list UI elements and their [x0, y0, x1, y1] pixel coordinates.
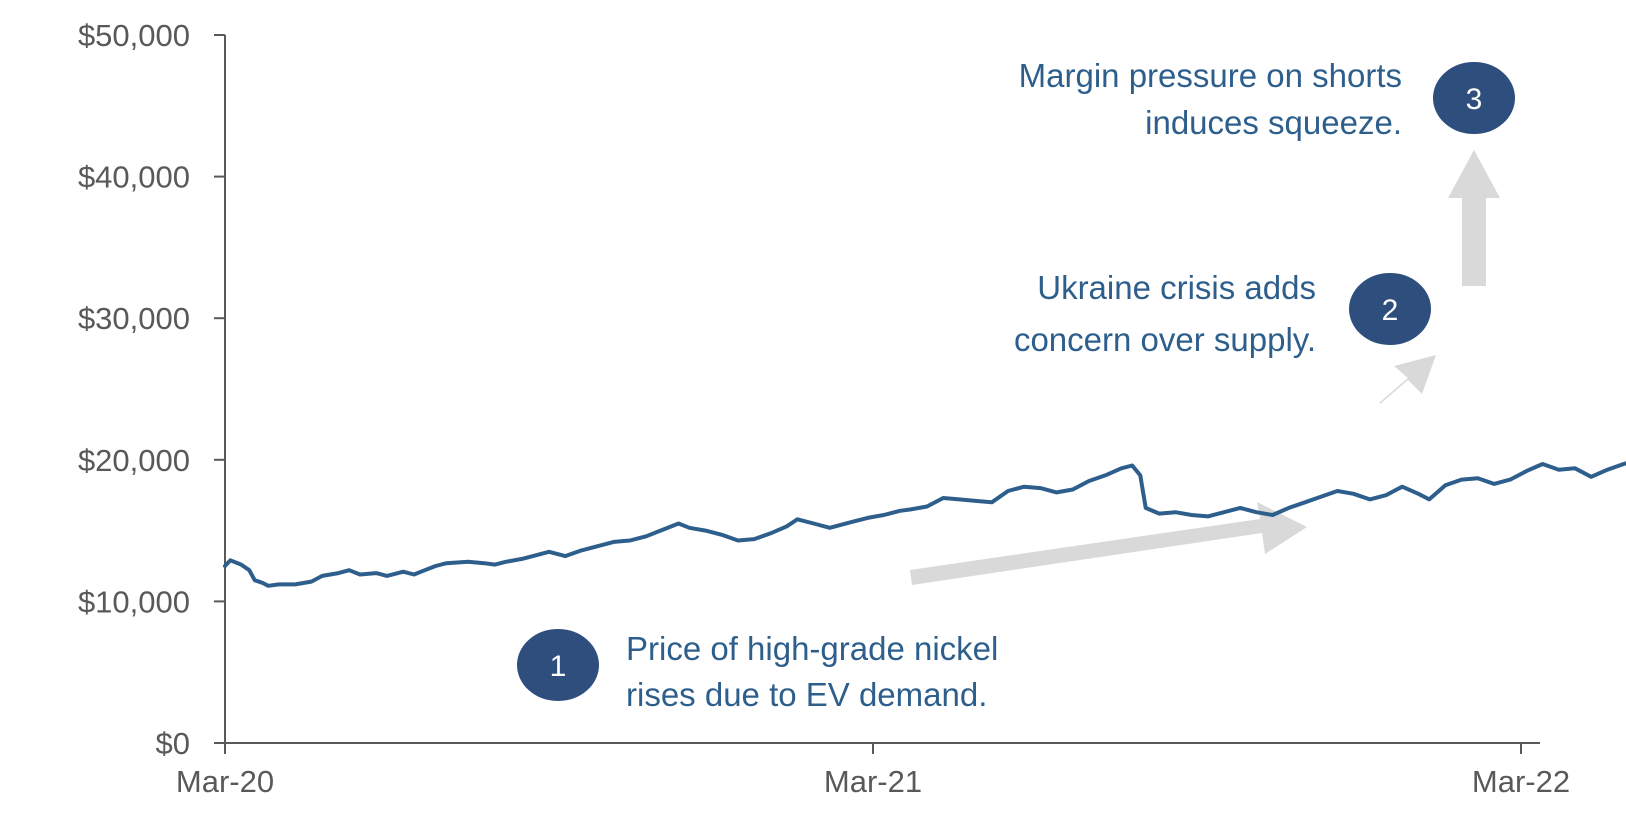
y-tick-label: $20,000: [78, 443, 190, 478]
annotation-1-line-1: Price of high-grade nickel: [626, 630, 998, 667]
series-layer: [223, 461, 1626, 588]
trend-arrow-3: [1448, 150, 1500, 286]
annotation-3-number: 3: [1466, 83, 1483, 116]
y-tick-label: $50,000: [78, 18, 190, 53]
axes: $0 $10,000 $20,000 $30,000 $40,000 $50,000 Ma…: [78, 18, 1570, 799]
x-tick-label: Mar-22: [1472, 764, 1570, 799]
x-axis-ticks: Mar-20 Mar-21 Mar-22: [176, 743, 1570, 799]
trend-arrows: [910, 150, 1500, 585]
annotation-2-line-1: Ukraine crisis adds: [1037, 269, 1316, 306]
annotation-1-number: 1: [550, 650, 567, 683]
y-tick-label: $40,000: [78, 160, 190, 195]
trend-arrow-1: [910, 502, 1307, 585]
annotation-2-line-2: concern over supply.: [1014, 321, 1316, 358]
annotation-3: 3 Margin pressure on shorts induces sque…: [1019, 57, 1517, 141]
annotation-3-line-2: induces squeeze.: [1145, 104, 1402, 141]
annotation-1-line-2: rises due to EV demand.: [626, 676, 987, 713]
trend-arrow-2: [1380, 355, 1436, 404]
annotation-3-badge: [1431, 60, 1517, 136]
x-tick-label: Mar-21: [824, 764, 922, 799]
x-tick-label: Mar-20: [176, 764, 274, 799]
annotation-2-number: 2: [1382, 294, 1399, 327]
series-line-nickel-price: [223, 461, 1626, 588]
y-tick-label: $30,000: [78, 301, 190, 336]
annotation-1-badge: [515, 627, 601, 703]
annotation-2-badge: [1347, 271, 1433, 347]
annotation-2: 2 Ukraine crisis adds concern over suppl…: [1014, 269, 1433, 358]
annotation-3-line-1: Margin pressure on shorts: [1019, 57, 1402, 94]
y-tick-label: $10,000: [78, 584, 190, 619]
annotation-1: 1 Price of high-grade nickel rises due t…: [515, 627, 998, 713]
y-tick-label: $0: [156, 726, 190, 761]
y-axis-ticks: $0 $10,000 $20,000 $30,000 $40,000 $50,000: [78, 18, 225, 761]
